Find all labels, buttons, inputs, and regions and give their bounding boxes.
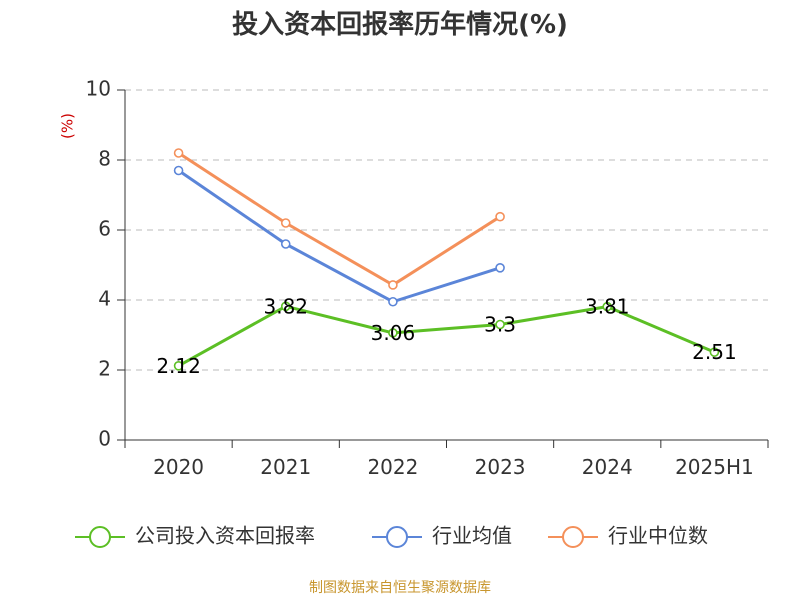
legend-item[interactable]: 公司投入资本回报率 [75,524,315,548]
source-note: 制图数据来自恒生聚源数据库 [309,580,491,596]
legend-marker [562,526,584,548]
series-layer [173,148,720,371]
x-tick-label: 2020 [153,455,204,479]
data-point[interactable] [602,301,613,312]
data-point[interactable] [495,319,505,330]
axes: 0 2 4 6 8 10 2020 2021 2022 2023 2024 2025H1 [86,77,769,479]
x-tick-label: 2023 [475,455,526,479]
data-label: 3.81 [585,295,630,319]
data-label: 3.82 [263,294,308,318]
data-point[interactable] [495,211,505,222]
legend-label: 行业中位数 [608,524,708,548]
x-tick-label: 2024 [582,455,633,479]
data-point[interactable] [173,360,184,371]
data-point[interactable] [173,148,184,158]
data-point[interactable] [173,165,184,176]
legend-item[interactable]: 行业均值 [372,524,512,548]
x-tick-label: 2021 [260,455,311,479]
y-tick-label: 8 [98,147,111,171]
chart-title: 投入资本回报率历年情况(%) [232,9,568,40]
data-label: 3.06 [371,321,416,345]
series-line [177,151,501,287]
y-tick-label: 10 [86,77,111,101]
legend: 公司投入资本回报率 行业均值 行业中位数 [75,524,708,548]
y-tick-label: 0 [98,427,111,451]
series-line [177,304,716,368]
data-point[interactable] [709,347,720,357]
series-line [177,169,501,304]
legend-label: 行业均值 [432,524,512,548]
legend-marker [386,526,408,548]
data-point[interactable] [388,280,398,290]
y-axis-label: (%) [59,113,77,139]
gridlines [125,89,768,371]
y-tick-label: 6 [98,217,111,241]
x-tick-label: 2022 [367,455,418,479]
legend-label: 公司投入资本回报率 [135,524,315,548]
data-point[interactable] [280,301,291,312]
y-tick-label: 2 [98,357,111,381]
y-tick-label: 4 [98,287,111,311]
data-point[interactable] [495,262,505,273]
data-point[interactable] [280,239,291,249]
legend-marker [89,526,111,548]
data-label: 2.51 [692,340,737,364]
data-point[interactable] [280,218,291,228]
data-label: 2.12 [156,354,201,378]
legend-item[interactable]: 行业中位数 [548,524,708,548]
data-point[interactable] [388,296,398,307]
data-label: 3.3 [484,313,516,337]
x-tick-label: 2025H1 [675,455,754,479]
data-labels: 2.12 3.82 3.06 3.3 3.81 2.51 [156,294,736,378]
data-point[interactable] [388,328,398,338]
